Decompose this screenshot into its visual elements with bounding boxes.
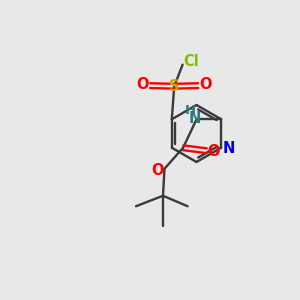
Text: N: N [189,111,201,126]
Text: N: N [223,141,235,156]
Text: O: O [136,77,149,92]
Text: O: O [152,163,164,178]
Text: S: S [169,79,179,94]
Text: H: H [184,104,196,117]
Text: Cl: Cl [183,54,199,69]
Text: O: O [200,77,212,92]
Text: O: O [208,144,220,159]
